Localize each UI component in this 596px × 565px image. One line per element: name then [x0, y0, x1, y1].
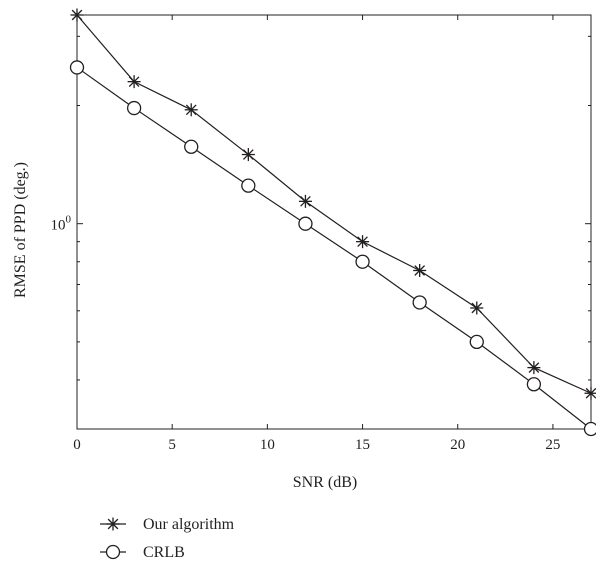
- legend-marker: [105, 544, 121, 560]
- x-tick-label: 0: [73, 437, 81, 453]
- data-point-our-algorithm: [413, 263, 427, 277]
- plot-frame: [76, 14, 592, 430]
- data-point-crlb: [126, 100, 142, 116]
- data-point-crlb: [469, 334, 484, 350]
- data-point-crlb: [298, 216, 313, 231]
- y-axis-ticks: 100: [51, 35, 591, 430]
- x-tick-label: 25: [545, 437, 560, 453]
- x-tick-label: 5: [168, 437, 176, 453]
- data-point-our-algorithm: [584, 386, 596, 400]
- data-point-crlb: [241, 178, 256, 193]
- legend-item-crlb: CRLB: [100, 544, 185, 561]
- x-tick-label: 15: [355, 437, 370, 453]
- x-axis-ticks: 0 5 10 15 20 25: [73, 15, 560, 453]
- series-line-crlb: [76, 66, 592, 430]
- legend-label: Our algorithm: [143, 516, 235, 533]
- data-point-crlb: [355, 254, 370, 269]
- x-axis-label: SNR (dB): [293, 474, 357, 491]
- data-point-our-algorithm: [70, 8, 84, 22]
- y-axis-label: RMSE of PPD (deg.): [12, 162, 29, 298]
- data-point-crlb: [526, 377, 542, 392]
- series-line-our-algorithm: [76, 14, 592, 394]
- x-tick-label: 20: [450, 437, 465, 453]
- data-point-our-algorithm: [356, 235, 370, 249]
- data-point-our-algorithm: [470, 301, 484, 315]
- data-point-our-algorithm: [241, 148, 255, 162]
- data-point-crlb: [583, 421, 596, 437]
- legend-marker: [106, 517, 120, 531]
- data-point-our-algorithm: [184, 103, 198, 117]
- data-point-our-algorithm: [527, 361, 541, 375]
- legend-label: CRLB: [143, 544, 185, 561]
- data-point-crlb: [412, 295, 427, 310]
- data-point-crlb: [184, 139, 199, 154]
- data-point-crlb: [69, 60, 85, 75]
- legend: Our algorithm CRLB: [100, 516, 235, 561]
- data-point-our-algorithm: [127, 75, 141, 89]
- plot-area: [76, 14, 592, 430]
- data-point-our-algorithm: [298, 194, 312, 208]
- legend-item-our-algorithm: Our algorithm: [100, 516, 235, 533]
- x-tick-label: 10: [260, 437, 275, 453]
- y-tick-label: 100: [51, 214, 72, 234]
- series-layer: [69, 8, 596, 437]
